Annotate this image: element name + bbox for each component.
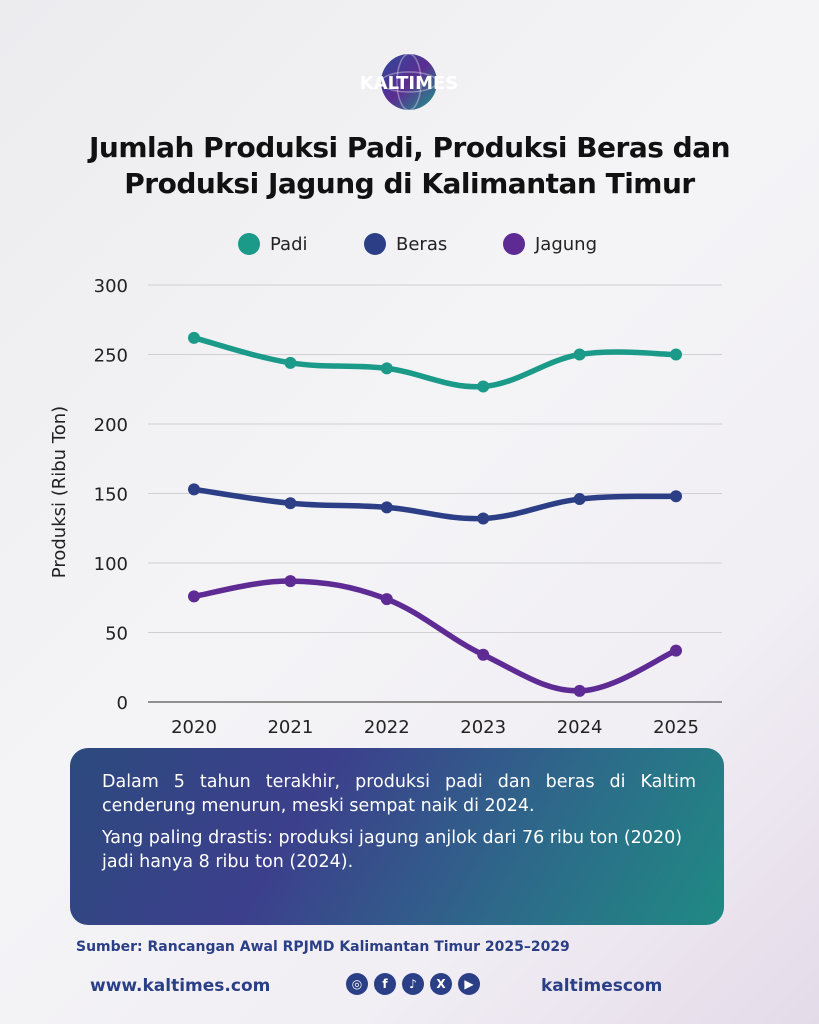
facebook-icon[interactable]: f xyxy=(374,973,396,995)
youtube-icon[interactable]: ▶ xyxy=(458,973,480,995)
legend-marker xyxy=(238,233,260,255)
x-tick-label: 2022 xyxy=(364,717,410,738)
data-point-jagung xyxy=(380,593,393,606)
data-point-beras xyxy=(477,512,490,525)
y-tick-label: 100 xyxy=(94,554,128,575)
data-point-padi xyxy=(670,348,682,361)
y-axis-ticks: 0 50 100 150 200 250 300 xyxy=(94,276,128,714)
x-tick-label: 2024 xyxy=(557,717,603,738)
y-tick-label: 300 xyxy=(94,276,128,297)
chart-series xyxy=(188,331,682,697)
title-line-2: Produksi Jagung di Kalimantan Timur xyxy=(124,167,695,200)
series-line-jagung xyxy=(191,578,679,694)
y-tick-label: 0 xyxy=(117,693,128,714)
series-line-beras xyxy=(191,486,679,522)
data-point-beras xyxy=(284,497,297,510)
legend-marker xyxy=(503,233,525,255)
social-icons: ◎ f ♪ X ▶ xyxy=(346,973,480,995)
y-tick-label: 200 xyxy=(94,415,128,436)
x-icon[interactable]: X xyxy=(430,973,452,995)
chart-legend: Padi Beras Jagung xyxy=(238,233,597,255)
y-axis-label: Produksi (Ribu Ton) xyxy=(49,406,70,578)
summary-paragraph-1: Dalam 5 tahun terakhir, produksi padi da… xyxy=(102,772,696,816)
data-point-jagung xyxy=(573,684,586,697)
data-point-padi xyxy=(188,331,200,344)
data-point-padi xyxy=(573,348,586,361)
x-tick-label: 2021 xyxy=(267,717,313,738)
website-link[interactable]: www.kaltimes.com xyxy=(90,976,271,996)
data-point-beras xyxy=(670,490,682,503)
legend-marker xyxy=(364,233,386,255)
legend-label: Beras xyxy=(396,234,447,255)
data-point-jagung xyxy=(188,590,200,603)
summary-paragraph-2: Yang paling drastis: produksi jagung anj… xyxy=(102,828,683,872)
x-tick-label: 2023 xyxy=(460,717,506,738)
data-point-jagung xyxy=(477,648,490,661)
page-title: Jumlah Produksi Padi, Produksi Beras dan… xyxy=(0,130,819,202)
data-point-beras xyxy=(188,483,200,496)
data-point-padi xyxy=(284,356,297,369)
y-tick-label: 150 xyxy=(94,485,128,506)
data-point-beras xyxy=(380,501,393,514)
tiktok-icon[interactable]: ♪ xyxy=(402,973,424,995)
brand-name: KALTIMES xyxy=(360,73,459,94)
title-line-1: Jumlah Produksi Padi, Produksi Beras dan xyxy=(88,131,731,164)
data-point-padi xyxy=(477,380,490,393)
summary-box: Dalam 5 tahun terakhir, produksi padi da… xyxy=(70,748,724,925)
data-point-jagung xyxy=(670,644,682,657)
series-line-padi xyxy=(191,335,679,390)
source-note: Sumber: Rancangan Awal RPJMD Kalimantan … xyxy=(76,939,570,955)
legend-label: Jagung xyxy=(534,234,597,255)
data-point-padi xyxy=(380,362,393,375)
x-tick-label: 2020 xyxy=(171,717,217,738)
y-tick-label: 50 xyxy=(105,624,128,645)
legend-label: Padi xyxy=(270,234,308,255)
x-axis-ticks: 2020 2021 2022 2023 2024 2025 xyxy=(171,717,699,738)
data-point-jagung xyxy=(284,575,297,588)
x-tick-label: 2025 xyxy=(653,717,699,738)
brand-orb-icon xyxy=(380,53,438,111)
brand-logo: KALTIMES xyxy=(360,53,459,111)
y-tick-label: 250 xyxy=(94,346,128,367)
social-handle[interactable]: kaltimescom xyxy=(541,976,663,996)
instagram-icon[interactable]: ◎ xyxy=(346,973,368,995)
data-point-beras xyxy=(573,493,586,506)
